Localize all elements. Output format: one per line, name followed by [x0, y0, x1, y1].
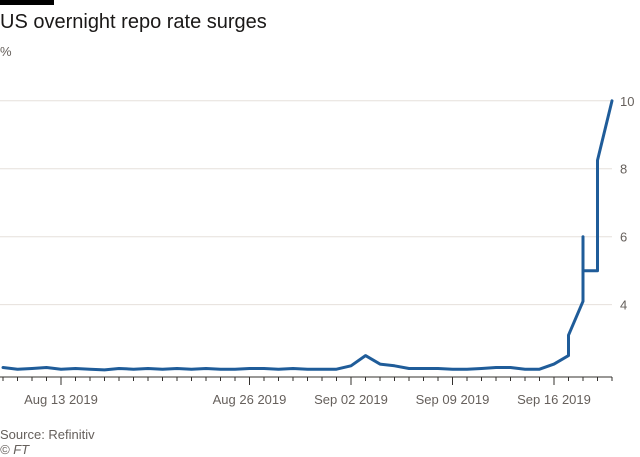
y-unit-label: % — [0, 44, 12, 59]
y-tick-label: 8 — [620, 162, 627, 177]
series-layer — [1, 99, 614, 372]
chart-title: US overnight repo rate surges — [0, 11, 267, 33]
x-axis — [0, 376, 613, 385]
x-tick-label: Aug 13 2019 — [24, 392, 98, 407]
x-tick-label: Sep 16 2019 — [517, 392, 591, 407]
y-tick-label: 4 — [620, 298, 627, 313]
x-tick-label: Aug 26 2019 — [213, 392, 287, 407]
series-line — [1, 99, 614, 372]
chart-grid — [0, 100, 612, 306]
x-tick-labels: Aug 13 2019 Aug 26 2019 Sep 02 2019 Sep 09 … — [24, 392, 591, 407]
copyright-note: © FT — [0, 442, 30, 457]
x-tick-label: Sep 09 2019 — [416, 392, 490, 407]
y-tick-label: 6 — [620, 230, 627, 245]
source-note: Source: Refinitiv — [0, 427, 95, 442]
y-tick-labels: 4 6 8 10 — [620, 94, 634, 313]
brand-bar — [0, 0, 54, 5]
y-tick-label: 10 — [620, 94, 634, 109]
x-tick-label: Sep 02 2019 — [314, 392, 388, 407]
